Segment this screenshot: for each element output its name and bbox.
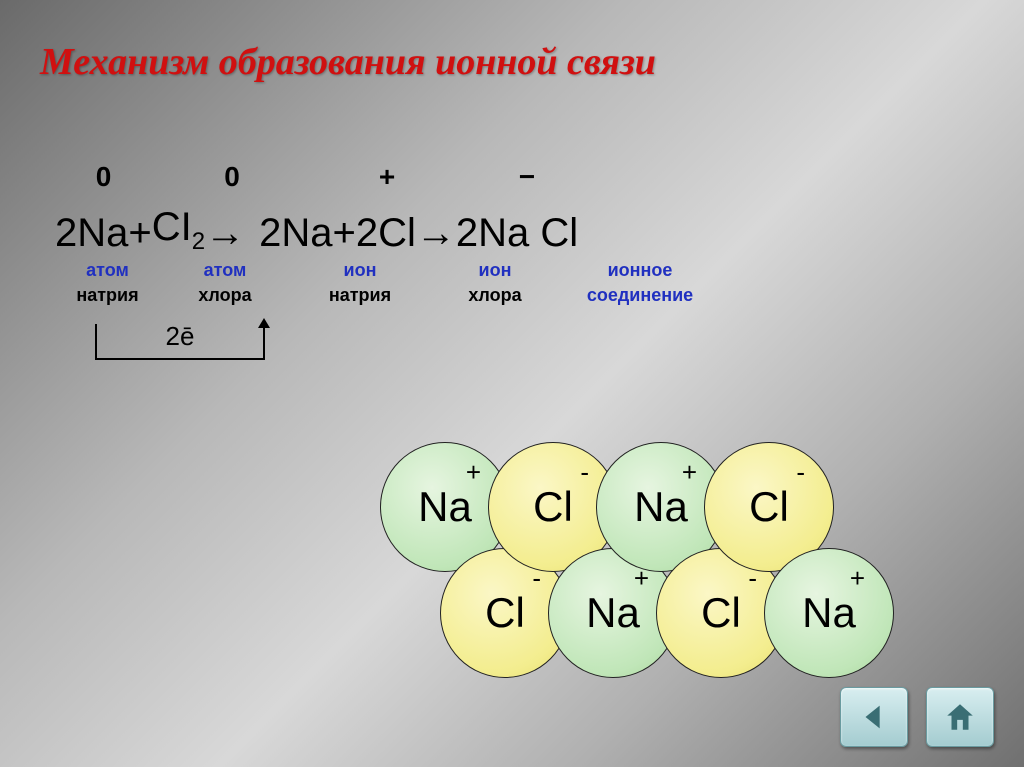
ion-na: Na+	[764, 548, 894, 678]
ci-sym: CI	[152, 205, 192, 249]
ion-symbol: Na	[418, 483, 472, 531]
equation-line: 2 Na + CI2 → 2 Na + 2 Cl → 2 Na Cl	[55, 205, 720, 256]
plus-1: +	[128, 211, 151, 256]
arrow-2: →	[416, 211, 456, 256]
back-button[interactable]	[840, 687, 908, 747]
ion-symbol: Cl	[749, 483, 789, 531]
nacl: Na Cl	[478, 211, 578, 256]
nav-button-group	[840, 687, 994, 747]
ion-symbol: Cl	[701, 589, 741, 637]
na-ion: Na	[281, 211, 332, 256]
ion-charge: +	[466, 457, 481, 488]
equation-block: 0 0 + − 2 Na + CI2 → 2 Na + 2 Cl → 2 Na …	[55, 205, 720, 306]
label-na-atom-b: натрия	[55, 285, 160, 306]
oxidation-states-row: 0 0 + −	[55, 161, 720, 193]
ion-symbol: Na	[634, 483, 688, 531]
charge-na0: 0	[55, 161, 152, 193]
electron-count-label: 2ē	[166, 321, 195, 352]
label-na-ion-b: натрия	[290, 285, 430, 306]
back-arrow-icon	[857, 700, 891, 734]
label-compound-b: соединение	[560, 285, 720, 306]
ion-charge: +	[682, 457, 697, 488]
label-cl-ion-t: ион	[430, 260, 560, 281]
ionic-lattice-diagram: Na+Cl-Na+Cl-Cl-Na+Cl-Na+	[380, 442, 940, 692]
cl2-atom: CI2	[152, 205, 205, 256]
label-compound-t: ионное	[560, 260, 720, 281]
label-cl-ion-b: хлора	[430, 285, 560, 306]
label-na-ion-t: ион	[290, 260, 430, 281]
label-row-bottom: натрия хлора натрия хлора соединение	[55, 285, 720, 306]
label-row-top: атом атом ион ион ионное	[55, 260, 720, 281]
cl-ion: Cl	[378, 211, 416, 256]
charge-na-plus: +	[342, 161, 432, 193]
coef-2-na-ion: 2	[259, 211, 281, 256]
electron-transfer-arrow: 2ē	[95, 310, 265, 360]
coef-2-na: 2	[55, 211, 77, 256]
coef-2-cl-ion: 2	[356, 211, 378, 256]
ion-symbol: Cl	[485, 589, 525, 637]
ion-symbol: Na	[802, 589, 856, 637]
coef-2-nacl: 2	[456, 211, 478, 256]
plus-2: +	[333, 211, 356, 256]
ion-symbol: Na	[586, 589, 640, 637]
sub-2: 2	[192, 228, 205, 255]
charge-cl-minus: −	[482, 161, 572, 193]
ion-charge: +	[850, 563, 865, 594]
label-cl-atom-b: хлора	[160, 285, 290, 306]
ion-symbol: Cl	[533, 483, 573, 531]
label-cl-atom-t: атом	[160, 260, 290, 281]
page-title: Механизм образования ионной связи	[40, 40, 656, 84]
arrow-1: →	[205, 211, 245, 256]
ion-charge: -	[580, 457, 589, 488]
charge-cl0: 0	[192, 161, 272, 193]
home-icon	[943, 700, 977, 734]
label-na-atom-t: атом	[55, 260, 160, 281]
home-button[interactable]	[926, 687, 994, 747]
ion-charge: -	[796, 457, 805, 488]
na-atom: Na	[77, 211, 128, 256]
